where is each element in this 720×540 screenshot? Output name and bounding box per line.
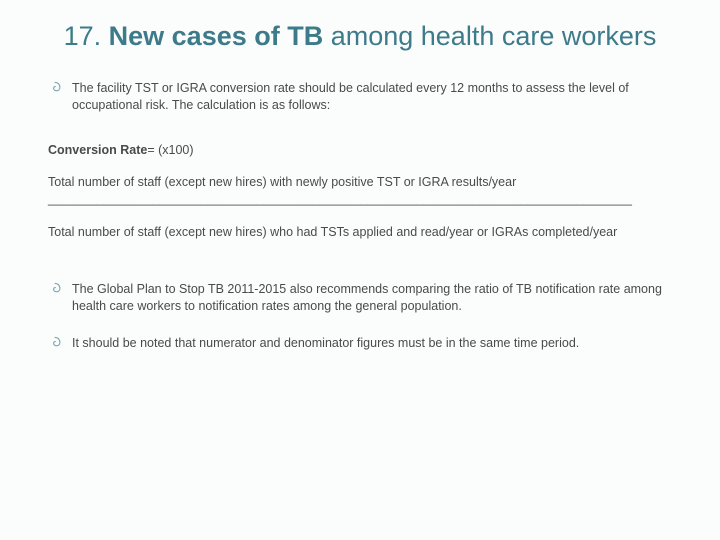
bullet-3: It should be noted that numerator and de…: [48, 335, 672, 352]
divider-line: ________________________________________…: [48, 192, 632, 206]
bullet-2-text: The Global Plan to Stop TB 2011-2015 als…: [72, 281, 672, 315]
swirl-icon: [48, 282, 62, 296]
numerator-text: Total number of staff (except new hires)…: [48, 175, 516, 189]
bullet-1-text: The facility TST or IGRA conversion rate…: [72, 80, 672, 114]
bullet-1: The facility TST or IGRA conversion rate…: [48, 80, 672, 114]
title-suffix: among health care workers: [323, 21, 656, 51]
swirl-icon: [48, 336, 62, 350]
swirl-icon: [48, 81, 62, 95]
conversion-rate-label: Conversion Rate: [48, 143, 147, 157]
title-bold: New cases of TB: [109, 21, 324, 51]
title-prefix: 17.: [64, 21, 109, 51]
denominator-line: Total number of staff (except new hires)…: [48, 224, 672, 241]
bullet-3-text: It should be noted that numerator and de…: [72, 335, 672, 352]
bullet-2: The Global Plan to Stop TB 2011-2015 als…: [48, 281, 672, 315]
conversion-rate-line: Conversion Rate= (x100): [48, 142, 672, 159]
numerator-line: Total number of staff (except new hires)…: [48, 174, 672, 208]
slide-title: 17. New cases of TB among health care wo…: [48, 20, 672, 54]
conversion-rate-value: = (x100): [147, 143, 193, 157]
